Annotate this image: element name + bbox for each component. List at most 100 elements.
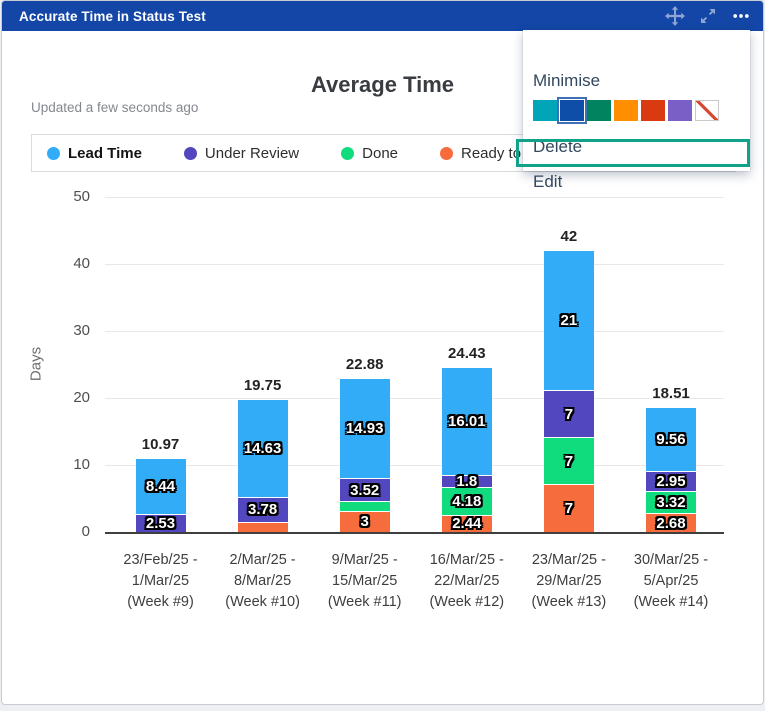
legend-bullet-icon: [183, 146, 197, 160]
gridline: [105, 331, 724, 332]
bar-segment[interactable]: 7: [543, 391, 594, 439]
gridline: [105, 465, 724, 466]
y-tick-label: 20: [73, 389, 90, 406]
bar-segment[interactable]: 21: [543, 250, 594, 392]
bar-value-label: 8.44: [145, 477, 176, 495]
gridline: [105, 264, 724, 265]
bar-segment[interactable]: 1.8: [441, 472, 492, 490]
bar-total-label: 22.88: [345, 355, 384, 373]
header-icons: [665, 6, 751, 26]
bar-segment[interactable]: 3.78: [237, 497, 288, 524]
legend-bullet-icon: [341, 146, 355, 160]
bar-value-label: 1.8: [456, 472, 478, 490]
bar-segment[interactable]: 7: [543, 438, 594, 486]
menu-item-minimise[interactable]: Minimise: [533, 71, 601, 90]
plot-area: 2.53 8.44 10.97 3.78 14.63 19.75 3 3.52 14.93 22.…: [105, 197, 724, 534]
bar-value-label: 2.95: [656, 472, 686, 490]
chart-title: Average Time: [310, 72, 455, 97]
legend-bullet-icon: [47, 146, 60, 160]
bar-value-label: 3.52: [350, 481, 380, 499]
bar[interactable]: 3 3.52 14.93 22.88: [339, 356, 390, 532]
bar-segment[interactable]: [237, 523, 288, 532]
bar[interactable]: 2.53 8.44 10.97: [135, 436, 186, 533]
bar-segment[interactable]: 9.56: [646, 408, 696, 473]
color-swatches: [533, 97, 719, 124]
bar[interactable]: 7 7 7 21 42: [543, 228, 594, 532]
bar-segment[interactable]: 3: [339, 511, 390, 532]
bar-value-label: 3.78: [247, 501, 278, 519]
bar-segment[interactable]: 16.01: [441, 368, 492, 476]
legend-label: Lead Time: [68, 144, 142, 162]
no-color-swatch[interactable]: [695, 100, 719, 121]
gadget-title: Accurate Time in Status Test: [19, 8, 206, 24]
bar[interactable]: 3.78 14.63 19.75: [237, 377, 288, 532]
more-icon[interactable]: [731, 6, 751, 26]
bar-value-label: 3.32: [656, 493, 686, 511]
color-swatch[interactable]: [533, 100, 557, 121]
bar-segment[interactable]: [339, 502, 390, 512]
bar-value-label: 9.56: [656, 431, 686, 449]
color-swatch[interactable]: [641, 100, 665, 121]
color-swatch[interactable]: [557, 97, 587, 124]
bar-value-label: 7: [564, 405, 574, 423]
bar-segment[interactable]: 2.95: [646, 472, 696, 492]
gadget-menu: Minimise Delete Edit: [523, 30, 750, 191]
y-tick-label: 50: [73, 188, 90, 205]
bar-total-label: 10.97: [141, 435, 180, 453]
color-swatch[interactable]: [614, 100, 638, 121]
bar-segment[interactable]: 3.32: [646, 491, 696, 515]
bar-segment[interactable]: 2.44: [441, 515, 492, 532]
bar-segment[interactable]: 8.44: [135, 458, 186, 516]
bar-segment[interactable]: 4.18: [441, 487, 492, 516]
color-swatch[interactable]: [587, 100, 611, 121]
bar[interactable]: 2.68 3.32 2.95 9.56 18.51: [646, 385, 696, 532]
gridline: [105, 398, 724, 399]
bar-value-label: 4.18: [452, 492, 482, 510]
y-tick-label: 40: [73, 255, 90, 272]
bar-value-label: 14.63: [243, 439, 282, 457]
bar-segment[interactable]: 14.93: [339, 378, 390, 479]
y-tick-label: 0: [81, 523, 90, 540]
bar-value-label: 7: [564, 500, 574, 518]
bar-total-label: 18.51: [652, 384, 690, 402]
gridline: [105, 197, 724, 198]
bar[interactable]: 2.44 4.18 1.8 16.01 24.43: [441, 345, 492, 532]
legend-label: Done: [362, 144, 398, 162]
x-tick-label: 9/Mar/25 -15/Mar/25 (Week #11): [327, 552, 402, 610]
legend-item[interactable]: Done: [341, 145, 398, 162]
bar-segment[interactable]: 3.52: [339, 478, 390, 503]
move-icon[interactable]: [665, 6, 685, 26]
legend-item[interactable]: Lead Time: [47, 145, 142, 162]
bar-value-label: 7: [564, 452, 574, 470]
x-tick-label: 16/Mar/25 -22/Mar/25 (Week #12): [429, 552, 505, 610]
legend-bullet-icon: [440, 146, 453, 160]
bar-total-label: 42: [560, 227, 578, 245]
y-tick-label: 10: [73, 456, 90, 473]
bar-value-label: 3: [360, 513, 369, 531]
x-tick-label: 23/Mar/25 -29/Mar/25 (Week #13): [531, 552, 607, 610]
menu-item-edit[interactable]: Edit: [533, 172, 563, 191]
bar-total-label: 24.43: [448, 345, 486, 363]
bar-value-label: 21: [560, 311, 578, 329]
legend-label: Under Review: [204, 144, 300, 162]
gadget-header: Accurate Time in Status Test: [2, 1, 763, 31]
bar-total-label: 19.75: [243, 376, 282, 394]
x-tick-label: 23/Feb/25 -1/Mar/25 (Week #9): [123, 552, 198, 610]
bar-value-label: 14.93: [345, 419, 384, 437]
bar-segment[interactable]: 7: [543, 485, 594, 532]
menu-item-delete[interactable]: Delete: [533, 137, 583, 156]
bar-segment[interactable]: 2.68: [646, 514, 696, 532]
x-axis-ticks: 23/Feb/25 -1/Mar/25 (Week #9) 2/Mar/25 -8/…: [105, 550, 724, 620]
bar-value-label: 2.53: [145, 515, 176, 533]
y-axis-title: Days: [27, 346, 45, 382]
bar-value-label: 16.01: [448, 412, 486, 430]
bar-segment[interactable]: 2.53: [135, 515, 186, 533]
color-swatch[interactable]: [668, 100, 692, 121]
expand-icon[interactable]: [698, 6, 718, 26]
legend-item[interactable]: Under Review: [183, 144, 300, 162]
y-tick-label: 30: [73, 322, 90, 339]
bar-segment[interactable]: 14.63: [237, 399, 288, 498]
updated-text: Updated a few seconds ago: [31, 100, 199, 115]
x-tick-label: 30/Mar/25 -5/Apr/25 (Week #14): [633, 552, 709, 610]
